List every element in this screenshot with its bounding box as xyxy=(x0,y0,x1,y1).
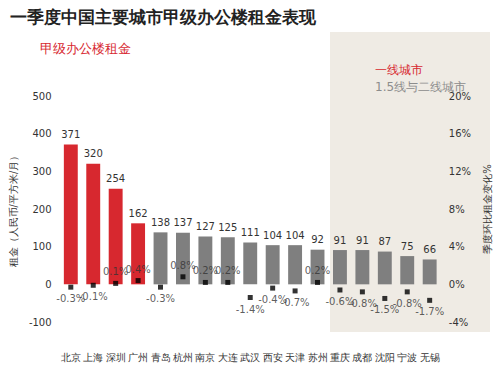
svg-text:-0.3%: -0.3% xyxy=(56,293,86,305)
svg-text:0%: 0% xyxy=(449,279,465,290)
svg-text:138: 138 xyxy=(151,217,170,228)
svg-text:成都: 成都 xyxy=(352,352,372,363)
svg-text:重庆: 重庆 xyxy=(330,352,350,363)
svg-text:0.4%: 0.4% xyxy=(125,264,150,275)
svg-text:111: 111 xyxy=(241,227,260,238)
svg-text:-0.8%: -0.8% xyxy=(392,297,422,309)
svg-text:20%: 20% xyxy=(449,91,471,102)
svg-text:8%: 8% xyxy=(449,204,465,215)
svg-text:66: 66 xyxy=(423,244,436,255)
svg-text:0.2%: 0.2% xyxy=(192,265,219,277)
svg-text:武汉: 武汉 xyxy=(240,352,260,363)
svg-text:0.2%: 0.2% xyxy=(215,265,240,276)
svg-text:0: 0 xyxy=(45,279,51,290)
svg-text:大连: 大连 xyxy=(218,352,238,363)
svg-text:-0.6%: -0.6% xyxy=(325,296,355,307)
svg-text:广州: 广州 xyxy=(128,352,148,363)
svg-text:南京: 南京 xyxy=(195,352,215,363)
svg-text:无锡: 无锡 xyxy=(420,352,440,363)
svg-text:500: 500 xyxy=(33,91,52,102)
svg-text:75: 75 xyxy=(401,241,414,252)
svg-text:深圳: 深圳 xyxy=(106,352,126,363)
svg-text:127: 127 xyxy=(196,221,215,232)
svg-text:-100: -100 xyxy=(29,317,52,328)
svg-text:0.2%: 0.2% xyxy=(305,265,330,276)
svg-text:0.1%: 0.1% xyxy=(103,266,129,278)
svg-text:300: 300 xyxy=(33,166,52,177)
svg-text:400: 400 xyxy=(33,128,52,139)
svg-text:254: 254 xyxy=(106,173,125,184)
svg-text:天津: 天津 xyxy=(285,352,305,363)
svg-text:上海: 上海 xyxy=(83,352,103,363)
svg-text:125: 125 xyxy=(218,222,237,233)
svg-text:-0.8%: -0.8% xyxy=(347,297,377,309)
svg-text:季度环比租金变化%: 季度环比租金变化% xyxy=(482,164,493,254)
svg-text:371: 371 xyxy=(61,129,80,140)
svg-text:-0.1%: -0.1% xyxy=(79,291,108,302)
svg-text:-1.7%: -1.7% xyxy=(415,306,444,317)
svg-text:-4%: -4% xyxy=(449,317,468,328)
svg-text:租金（人民币/平方米/月）: 租金（人民币/平方米/月） xyxy=(8,151,19,268)
svg-text:87: 87 xyxy=(378,236,391,247)
svg-text:137: 137 xyxy=(173,217,192,228)
svg-text:91: 91 xyxy=(334,235,347,246)
svg-text:320: 320 xyxy=(84,148,103,159)
svg-text:北京: 北京 xyxy=(61,352,81,363)
svg-text:200: 200 xyxy=(33,204,52,215)
svg-text:-1.5%: -1.5% xyxy=(370,304,400,316)
svg-text:一线城市: 一线城市 xyxy=(375,63,423,77)
svg-text:16%: 16% xyxy=(449,128,471,139)
svg-text:100: 100 xyxy=(33,241,52,252)
svg-text:12%: 12% xyxy=(449,166,471,177)
svg-text:一季度中国主要城市甲级办公楼租金表现: 一季度中国主要城市甲级办公楼租金表现 xyxy=(10,7,317,27)
svg-text:104: 104 xyxy=(263,230,282,241)
svg-text:苏州: 苏州 xyxy=(308,352,328,363)
svg-text:甲级办公楼租金: 甲级办公楼租金 xyxy=(40,41,131,56)
svg-text:-0.4%: -0.4% xyxy=(258,294,288,306)
svg-text:0.8%: 0.8% xyxy=(170,259,196,271)
svg-text:杭州: 杭州 xyxy=(172,352,193,363)
svg-text:104: 104 xyxy=(286,230,305,241)
svg-text:4%: 4% xyxy=(449,241,465,252)
svg-text:91: 91 xyxy=(356,235,369,246)
svg-text:-0.3%: -0.3% xyxy=(146,293,175,304)
svg-text:162: 162 xyxy=(129,208,148,219)
svg-text:青岛: 青岛 xyxy=(151,352,171,363)
svg-text:-1.4%: -1.4% xyxy=(236,304,265,315)
svg-text:宁波: 宁波 xyxy=(397,352,417,363)
svg-text:-0.7%: -0.7% xyxy=(281,297,310,308)
svg-text:1.5线与二线城市: 1.5线与二线城市 xyxy=(375,80,467,94)
svg-text:92: 92 xyxy=(311,234,324,245)
svg-text:西安: 西安 xyxy=(263,352,283,363)
svg-text:沈阳: 沈阳 xyxy=(375,352,395,363)
